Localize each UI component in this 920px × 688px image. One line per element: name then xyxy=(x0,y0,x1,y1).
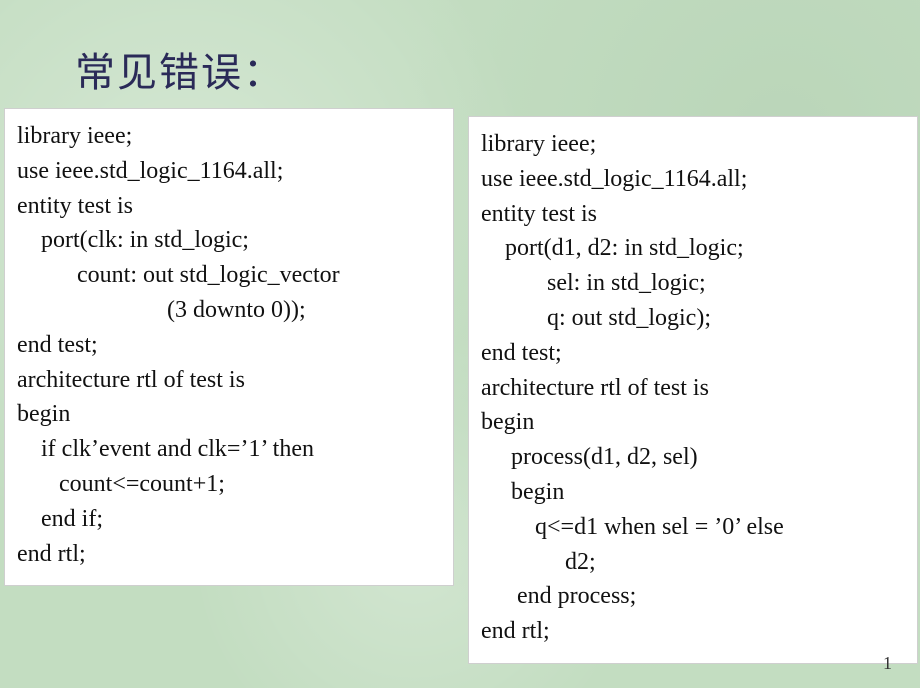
code-line: begin xyxy=(481,405,905,440)
code-line: begin xyxy=(17,397,441,432)
code-line: architecture rtl of test is xyxy=(481,371,905,406)
code-block-right: library ieee; use ieee.std_logic_1164.al… xyxy=(468,116,918,664)
code-line: use ieee.std_logic_1164.all; xyxy=(481,162,905,197)
code-line: end rtl; xyxy=(481,614,905,649)
code-line: if clk’event and clk=’1’ then xyxy=(17,432,441,467)
code-line: use ieee.std_logic_1164.all; xyxy=(17,154,441,189)
code-line: d2; xyxy=(481,545,905,580)
code-line: end test; xyxy=(481,336,905,371)
code-line: count: out std_logic_vector xyxy=(17,258,441,293)
code-line: library ieee; xyxy=(17,119,441,154)
code-line: sel: in std_logic; xyxy=(481,266,905,301)
code-line: end if; xyxy=(17,502,441,537)
code-line: end test; xyxy=(17,328,441,363)
code-line: port(clk: in std_logic; xyxy=(17,223,441,258)
code-line: end process; xyxy=(481,579,905,614)
code-line: architecture rtl of test is xyxy=(17,363,441,398)
code-line: (3 downto 0)); xyxy=(17,293,441,328)
code-line: end rtl; xyxy=(17,537,441,572)
code-line: q: out std_logic); xyxy=(481,301,905,336)
page-number: 1 xyxy=(883,653,892,674)
code-line: begin xyxy=(481,475,905,510)
code-line: entity test is xyxy=(481,197,905,232)
slide-title: 常见错误： xyxy=(75,40,285,98)
code-line: port(d1, d2: in std_logic; xyxy=(481,231,905,266)
code-line: count<=count+1; xyxy=(17,467,441,502)
code-line: q<=d1 when sel = ’0’ else xyxy=(481,510,905,545)
code-block-left: library ieee; use ieee.std_logic_1164.al… xyxy=(4,108,454,586)
code-line: process(d1, d2, sel) xyxy=(481,440,905,475)
code-line: entity test is xyxy=(17,189,441,224)
code-line: library ieee; xyxy=(481,127,905,162)
